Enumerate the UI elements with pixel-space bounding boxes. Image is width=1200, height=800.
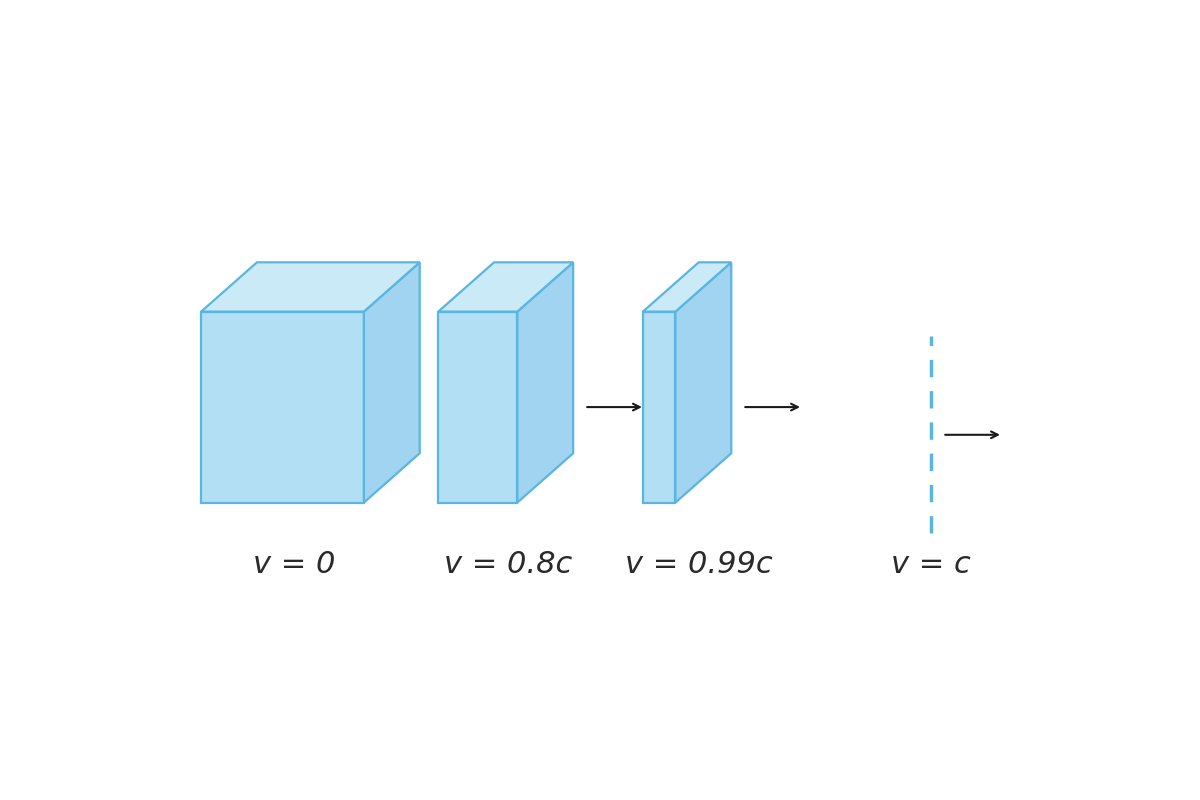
Polygon shape <box>643 262 731 311</box>
Text: v = c: v = c <box>892 550 971 578</box>
Polygon shape <box>517 262 574 502</box>
Text: v = 0: v = 0 <box>253 550 335 578</box>
Text: v = 0.99c: v = 0.99c <box>625 550 773 578</box>
Polygon shape <box>438 311 517 502</box>
Polygon shape <box>643 311 676 502</box>
Polygon shape <box>676 262 731 502</box>
Text: v = 0.8c: v = 0.8c <box>444 550 572 578</box>
Polygon shape <box>438 262 574 311</box>
Polygon shape <box>202 262 420 311</box>
Polygon shape <box>364 262 420 502</box>
Polygon shape <box>202 311 364 502</box>
